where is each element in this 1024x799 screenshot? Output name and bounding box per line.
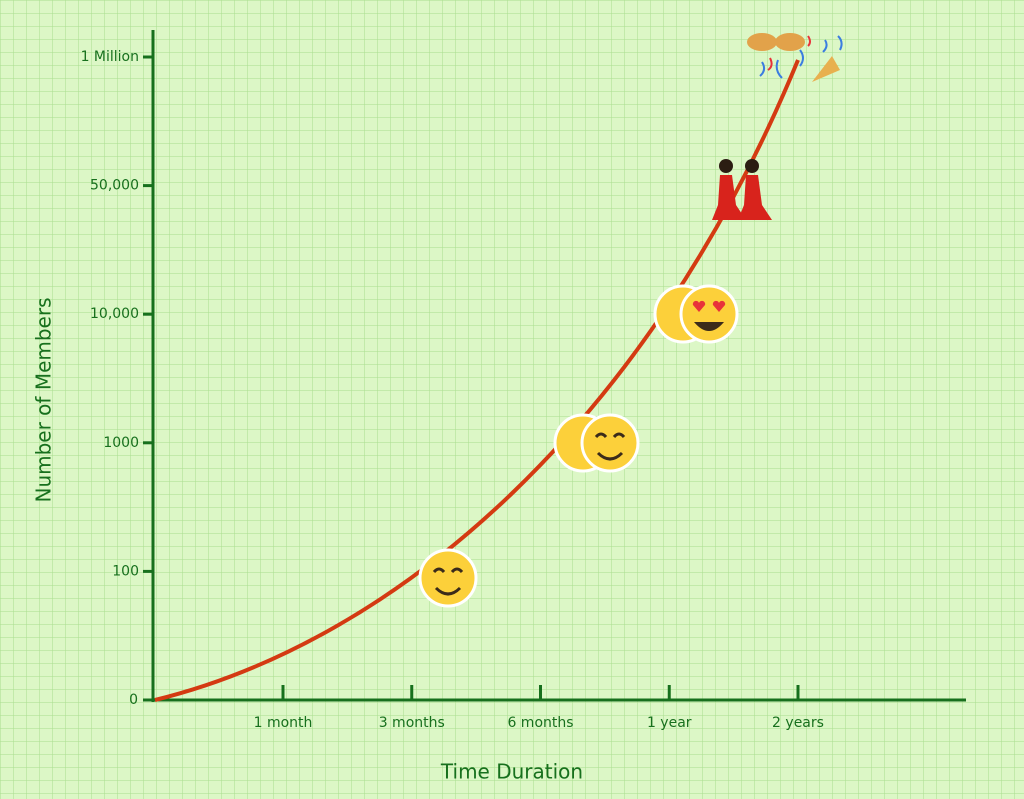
y-tick-label: 50,000 [90,178,139,194]
x-tick-label: 1 month [254,715,313,731]
emoji-smile [553,413,640,473]
emoji-heart-eyes [653,284,739,344]
y-tick-label: 1 Million [81,49,139,65]
y-tick-label: 10,000 [90,306,139,322]
x-tick-label: 3 months [379,715,445,731]
y-tick-label: 0 [129,692,138,708]
x-tick-label: 2 years [772,715,824,731]
emoji-party [747,33,843,82]
x-tick-label: 6 months [507,715,573,731]
y-axis-title: Number of Members [32,297,56,502]
emoji-smile [418,548,478,608]
x-ticks: 1 month 3 months 6 months 1 year 2 years [254,685,824,731]
x-axis-title: Time Duration [440,760,583,784]
y-ticks: 0 100 1000 10,000 50,000 1 Million [81,49,153,708]
y-tick-label: 1000 [103,435,139,451]
y-tick-label: 100 [112,563,139,579]
emoji-dancers [712,159,772,220]
x-tick-label: 1 year [647,715,692,731]
